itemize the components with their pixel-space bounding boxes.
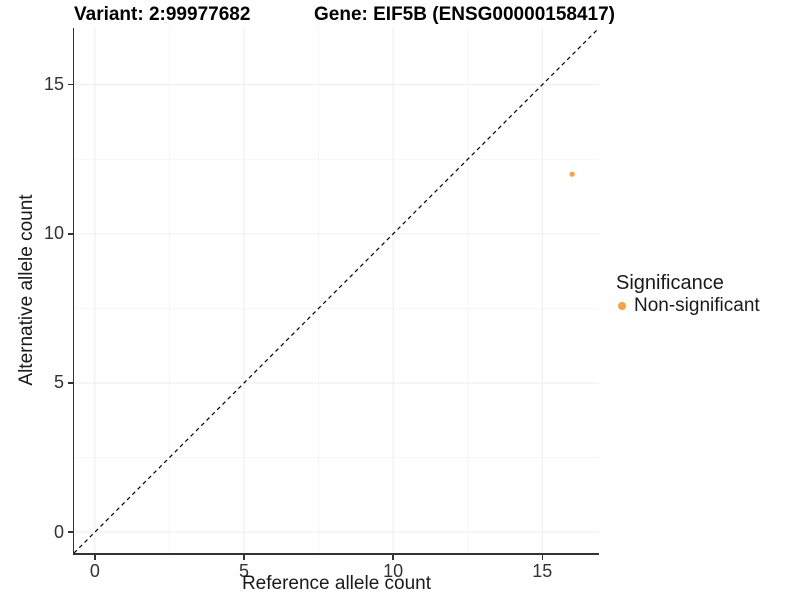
- data-point: [569, 171, 575, 177]
- y-axis-line: [72, 28, 74, 555]
- x-tick-label: 10: [383, 561, 404, 581]
- x-tick-label: 5: [239, 561, 250, 581]
- x-tick-label: 0: [89, 561, 100, 581]
- y-tick-label: 15: [43, 74, 64, 95]
- legend-point-icon: [618, 301, 626, 310]
- y-tick-mark: [67, 531, 73, 533]
- y-tick-mark: [67, 233, 73, 235]
- x-tick-mark: [392, 554, 394, 560]
- y-tick-label: 10: [43, 223, 64, 244]
- legend-entry: Non-significant: [618, 295, 760, 316]
- y-tick-label: 0: [53, 521, 64, 542]
- y-axis-title: Alternative allele count: [16, 194, 37, 386]
- x-tick-mark: [243, 554, 245, 560]
- x-axis-line: [72, 553, 599, 555]
- legend: Significance Non-significant: [616, 272, 760, 316]
- x-tick-mark: [94, 554, 96, 560]
- y-tick-label: 5: [53, 372, 64, 393]
- identity-line: [74, 28, 599, 553]
- legend-title: Significance: [616, 272, 724, 294]
- plot-panel: [74, 28, 599, 553]
- plot-title-variant: Variant: 2:99977682: [74, 4, 251, 25]
- legend-entry-label: Non-significant: [634, 295, 760, 316]
- y-tick-mark: [67, 382, 73, 384]
- y-tick-mark: [67, 83, 73, 86]
- x-axis-title: Reference allele count: [241, 573, 432, 594]
- x-tick-mark: [541, 554, 544, 560]
- x-tick-label: 15: [532, 561, 553, 581]
- plot-title-gene: Gene: EIF5B (ENSG00000158417): [314, 4, 615, 25]
